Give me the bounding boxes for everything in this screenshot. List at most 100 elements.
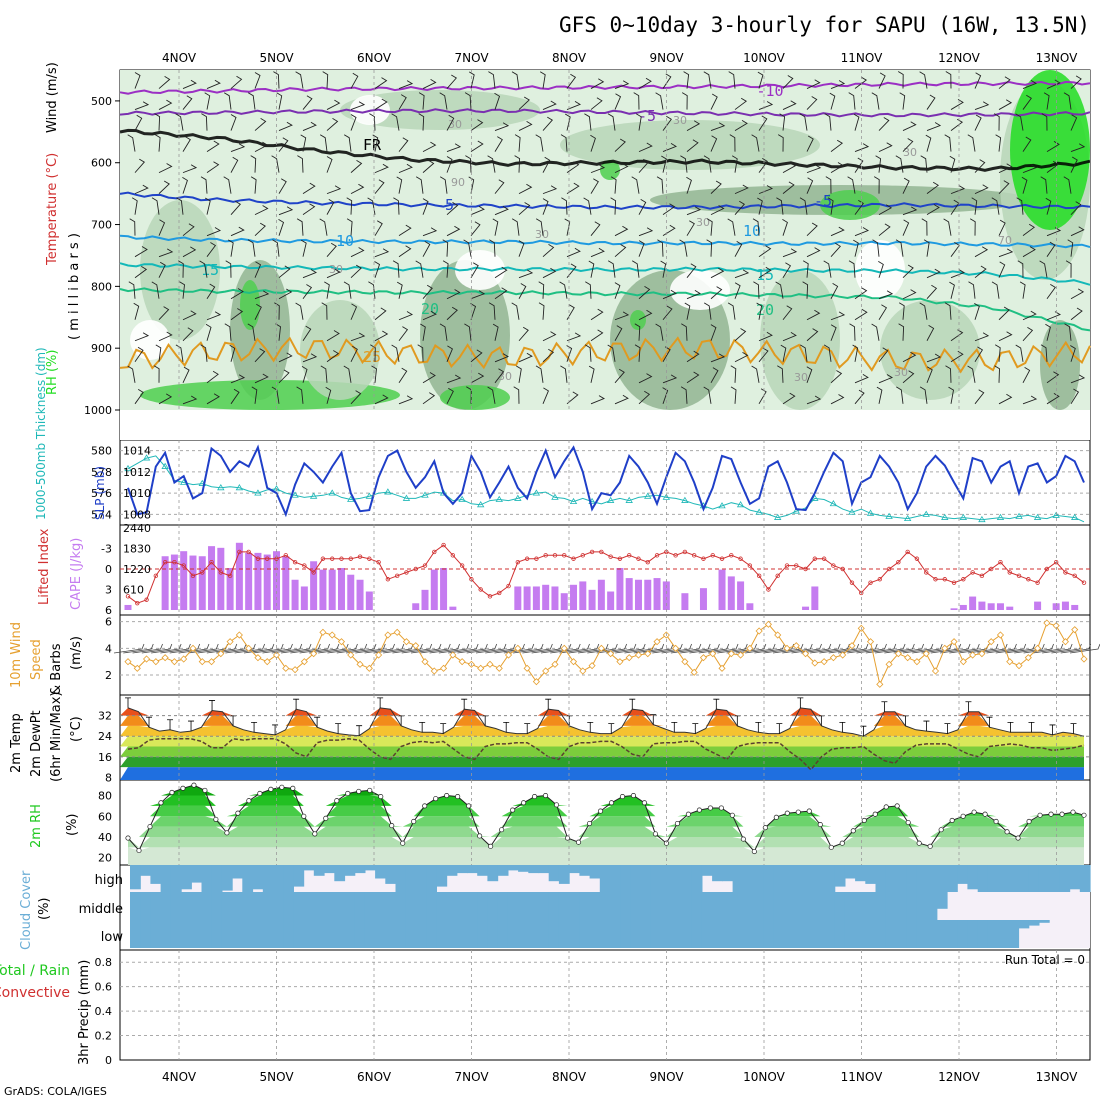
rh-band-1 [128,837,1084,848]
wind-barb-68 [806,96,818,110]
wind-point-43 [523,664,531,672]
surface-barb-10 [206,643,238,654]
cape-bar-45 [542,584,550,610]
wind-barb-567 [301,366,308,383]
cape-bar-50 [588,589,596,610]
wind-barb-181 [638,158,649,173]
wind-barb-453 [446,306,458,321]
rh-point-76 [960,813,966,819]
lifted-point-51 [599,549,604,555]
wind-ylabel-group: 10m Wind [9,622,24,688]
wind-barb-396 [998,261,1006,278]
wind-point-10 [217,650,225,658]
wind-barb-572 [422,372,436,384]
wind-barb-439 [1070,288,1085,300]
wind-barb-6 [273,71,280,89]
wind-barb-584 [710,367,719,384]
wind-barb-517 [1022,327,1034,342]
cloud-middle-0 [130,892,141,920]
lifted-point-52 [608,554,613,559]
rh-point-61 [795,809,801,815]
cape-bar-66 [737,581,745,610]
wind-barb-574 [470,372,485,384]
wind-point-13 [245,644,253,652]
wind-barb-184 [703,155,712,173]
temp-tick-0: 8 [105,771,112,784]
cloud-high-16 [293,865,305,887]
lifted-point-91 [970,570,975,575]
panel-wind-frame [119,614,1091,696]
cloud-high-11 [242,865,254,892]
wind-barb-205 [250,176,257,194]
isotherm-15 [119,262,1091,286]
wind-barb-193 [920,155,928,173]
temp-minmax-62 [776,723,783,734]
cloud-middle-18 [313,892,325,920]
temp-minmax-24 [377,697,384,708]
cloud-middle-76 [906,892,917,920]
wind-barb-527 [302,353,318,363]
slp-tick-0: 1008 [123,508,151,521]
wind-barb-232 [902,177,910,194]
wind-barb-627 [782,392,796,405]
cloud-high-88 [1028,865,1040,892]
wind-point-22 [328,631,336,639]
wind-barb-629 [830,394,845,405]
cloud-high-58 [722,865,734,882]
cloud-low-36 [497,920,509,948]
wind-barb-447 [295,302,304,320]
lifted-point-9 [209,559,214,565]
cloud-high-39 [528,865,540,874]
rh-point-26 [411,818,417,825]
wind-barb-299 [590,221,601,236]
wind-barb-150 [854,143,870,153]
date-bottom-1: 5NOV [259,1070,294,1084]
surface-barb-96 [1004,643,1036,654]
lifted-point-63 [710,553,715,558]
wind-barb-383 [686,263,697,278]
rh-point-8 [213,816,219,822]
temp-ylabel-group-0: 2m Temp [9,713,24,773]
wind-barb-596 [994,365,1000,383]
wind-barb-10 [374,77,388,89]
thickness-point-94 [996,513,1005,520]
cloud-low-72 [865,920,877,948]
wind-barb-483 [205,323,212,341]
wind-barb-376 [518,269,534,279]
wind-barb-96 [518,121,533,131]
wind-barb-436 [991,281,1000,299]
cloud-low-65 [793,920,805,948]
wind-barb-384 [710,267,725,279]
cloud-ylabel-unit: (%) [37,898,52,921]
rh-point-1 [136,847,142,854]
cloud-middle-58 [722,892,734,920]
wind-point-98 [1034,644,1042,652]
wind-tick-2: 6 [105,616,112,629]
wind-barb-349 [830,242,841,257]
temp-minmax-14 [272,724,279,735]
lifted-tick-0: -3 [101,543,112,556]
surface-barb-56 [633,643,665,654]
wind-barb-451 [398,311,414,321]
cape-bar-101 [1061,601,1069,610]
wind-barb-241 [151,197,160,215]
cloud-middle-17 [303,892,315,920]
surface-barb-14 [243,643,275,654]
cloud-middle-19 [324,892,335,920]
wind-barb-312 [902,219,910,236]
wind-barb-412 [422,284,433,300]
cape-bar-31 [412,603,420,610]
lifted-point-96 [1016,573,1022,579]
temp-minmax-16 [293,698,300,710]
wind-barb-573 [446,374,462,384]
wind-barb-171 [398,163,413,174]
cloud-high-10 [232,865,243,879]
cloud-low-21 [344,920,356,948]
cloud-high-5 [181,865,192,890]
cloud-middle-13 [262,892,274,920]
wind-point-95 [1006,658,1014,666]
slp-tick-3: 1014 [123,445,151,458]
wind-point-46 [551,660,559,668]
